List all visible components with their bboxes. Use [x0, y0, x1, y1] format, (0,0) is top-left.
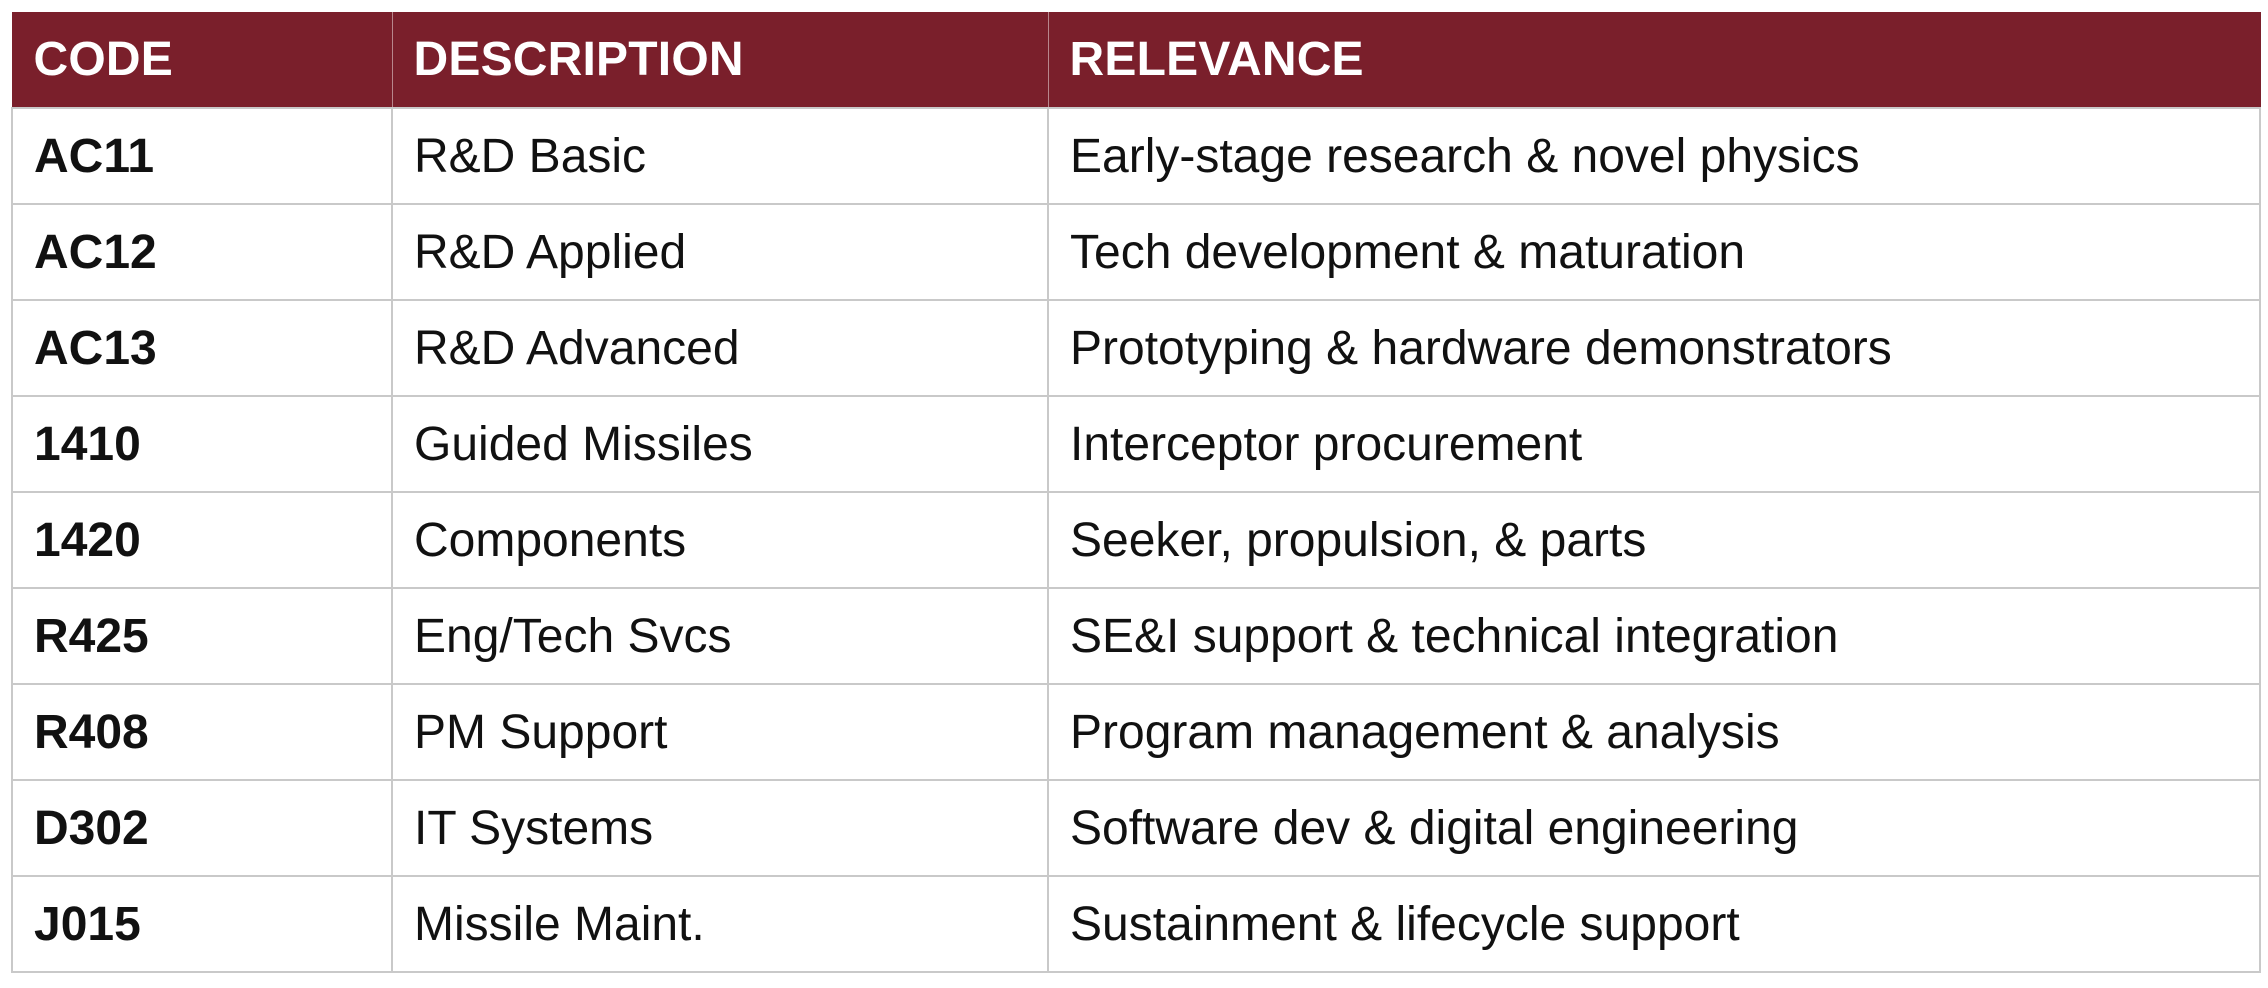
cell-description: Missile Maint. — [391, 875, 1049, 973]
table-row: AC11 R&D Basic Early-stage research & no… — [11, 107, 2261, 205]
cell-description: Guided Missiles — [391, 395, 1049, 493]
table-row: 1410 Guided Missiles Interceptor procure… — [11, 395, 2261, 493]
cell-relevance: Tech development & maturation — [1047, 203, 2261, 301]
table-row: J015 Missile Maint. Sustainment & lifecy… — [11, 875, 2261, 973]
cell-description: R&D Basic — [391, 107, 1049, 205]
header-relevance: RELEVANCE — [1047, 12, 2261, 108]
cell-relevance: Sustainment & lifecycle support — [1047, 875, 2261, 973]
cell-description: R&D Applied — [391, 203, 1049, 301]
cell-description: R&D Advanced — [391, 299, 1049, 397]
cell-code: 1410 — [11, 395, 393, 493]
cell-relevance: SE&I support & technical integration — [1047, 587, 2261, 685]
cell-code: AC11 — [11, 107, 393, 205]
table-row: D302 IT Systems Software dev & digital e… — [11, 779, 2261, 877]
cell-code: R408 — [11, 683, 393, 781]
table-body: AC11 R&D Basic Early-stage research & no… — [11, 107, 2261, 973]
table-row: AC12 R&D Applied Tech development & matu… — [11, 203, 2261, 301]
table-row: 1420 Components Seeker, propulsion, & pa… — [11, 491, 2261, 589]
table-row: AC13 R&D Advanced Prototyping & hardware… — [11, 299, 2261, 397]
cell-code: D302 — [11, 779, 393, 877]
table-row: R408 PM Support Program management & ana… — [11, 683, 2261, 781]
table-row: R425 Eng/Tech Svcs SE&I support & techni… — [11, 587, 2261, 685]
cell-code: AC12 — [11, 203, 393, 301]
table-header: CODE DESCRIPTION RELEVANCE — [11, 12, 2261, 108]
header-description: DESCRIPTION — [391, 12, 1049, 108]
header-row: CODE DESCRIPTION RELEVANCE — [11, 12, 2261, 108]
cell-relevance: Early-stage research & novel physics — [1047, 107, 2261, 205]
cell-relevance: Seeker, propulsion, & parts — [1047, 491, 2261, 589]
cell-description: Eng/Tech Svcs — [391, 587, 1049, 685]
code-table: CODE DESCRIPTION RELEVANCE AC11 R&D Basi… — [11, 12, 2261, 973]
cell-code: AC13 — [11, 299, 393, 397]
code-table-container: CODE DESCRIPTION RELEVANCE AC11 R&D Basi… — [11, 12, 2261, 973]
cell-relevance: Prototyping & hardware demonstrators — [1047, 299, 2261, 397]
cell-relevance: Interceptor procurement — [1047, 395, 2261, 493]
header-code: CODE — [11, 12, 393, 108]
cell-code: 1420 — [11, 491, 393, 589]
cell-relevance: Software dev & digital engineering — [1047, 779, 2261, 877]
cell-description: PM Support — [391, 683, 1049, 781]
cell-code: J015 — [11, 875, 393, 973]
cell-relevance: Program management & analysis — [1047, 683, 2261, 781]
cell-description: IT Systems — [391, 779, 1049, 877]
cell-description: Components — [391, 491, 1049, 589]
cell-code: R425 — [11, 587, 393, 685]
